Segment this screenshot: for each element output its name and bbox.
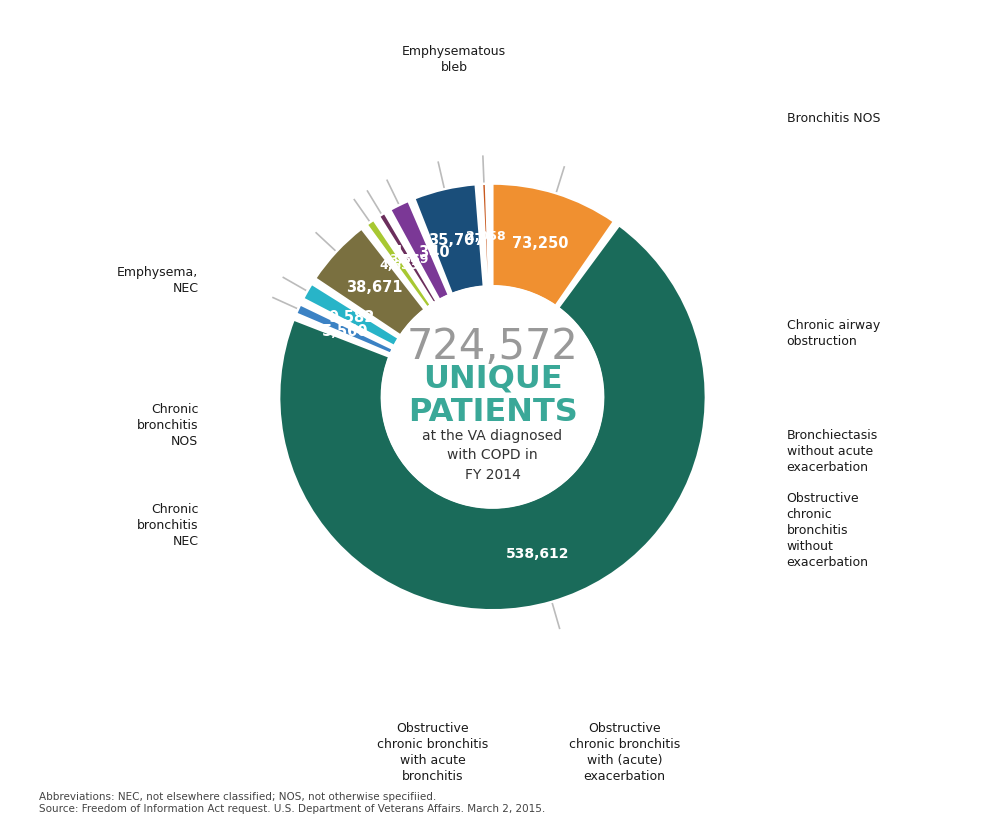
Text: Obstructive
chronic bronchitis
with acute
bronchitis: Obstructive chronic bronchitis with acut…: [377, 721, 489, 782]
Text: 38,671: 38,671: [346, 280, 402, 295]
Wedge shape: [415, 185, 484, 295]
Wedge shape: [483, 185, 489, 286]
Text: Emphysematous
bleb: Emphysematous bleb: [402, 45, 506, 74]
Text: PATIENTS: PATIENTS: [408, 397, 577, 428]
Wedge shape: [366, 221, 430, 308]
Text: 73,250: 73,250: [512, 235, 569, 250]
Text: 3,569: 3,569: [389, 253, 428, 266]
Text: 35,707: 35,707: [427, 233, 485, 248]
Text: Obstructive
chronic bronchitis
with (acute)
exacerbation: Obstructive chronic bronchitis with (acu…: [569, 721, 681, 782]
Text: Chronic
bronchitis
NEC: Chronic bronchitis NEC: [137, 503, 198, 547]
Text: 9,582: 9,582: [329, 310, 375, 325]
Wedge shape: [315, 229, 425, 336]
Text: Chronic airway
obstruction: Chronic airway obstruction: [787, 319, 880, 348]
Text: Obstructive
chronic
bronchitis
without
exacerbation: Obstructive chronic bronchitis without e…: [787, 491, 869, 568]
Text: Abbreviations: NEC, not elsewhere classified; NOS, not otherwise specifiied.
Sou: Abbreviations: NEC, not elsewhere classi…: [39, 792, 546, 813]
Wedge shape: [390, 202, 449, 301]
Text: 2,058: 2,058: [466, 229, 506, 243]
Text: Bronchiectasis
without acute
exacerbation: Bronchiectasis without acute exacerbatio…: [787, 428, 878, 473]
Text: Emphysema,
NEC: Emphysema, NEC: [117, 266, 198, 295]
Text: 11,340: 11,340: [393, 244, 450, 259]
Text: 4,633: 4,633: [380, 258, 420, 272]
Text: 538,612: 538,612: [506, 546, 569, 560]
Text: at the VA diagnosed
with COPD in
FY 2014: at the VA diagnosed with COPD in FY 2014: [423, 428, 562, 481]
Text: UNIQUE: UNIQUE: [423, 363, 562, 394]
Text: Chronic
bronchitis
NOS: Chronic bronchitis NOS: [137, 402, 198, 448]
Wedge shape: [280, 226, 705, 610]
Wedge shape: [492, 185, 614, 306]
Text: 724,572: 724,572: [407, 325, 578, 368]
Wedge shape: [303, 285, 399, 346]
Text: Bronchitis NOS: Bronchitis NOS: [787, 112, 881, 125]
Wedge shape: [296, 306, 393, 354]
Wedge shape: [379, 214, 436, 304]
Circle shape: [381, 286, 604, 508]
Text: 5,560: 5,560: [322, 323, 368, 338]
